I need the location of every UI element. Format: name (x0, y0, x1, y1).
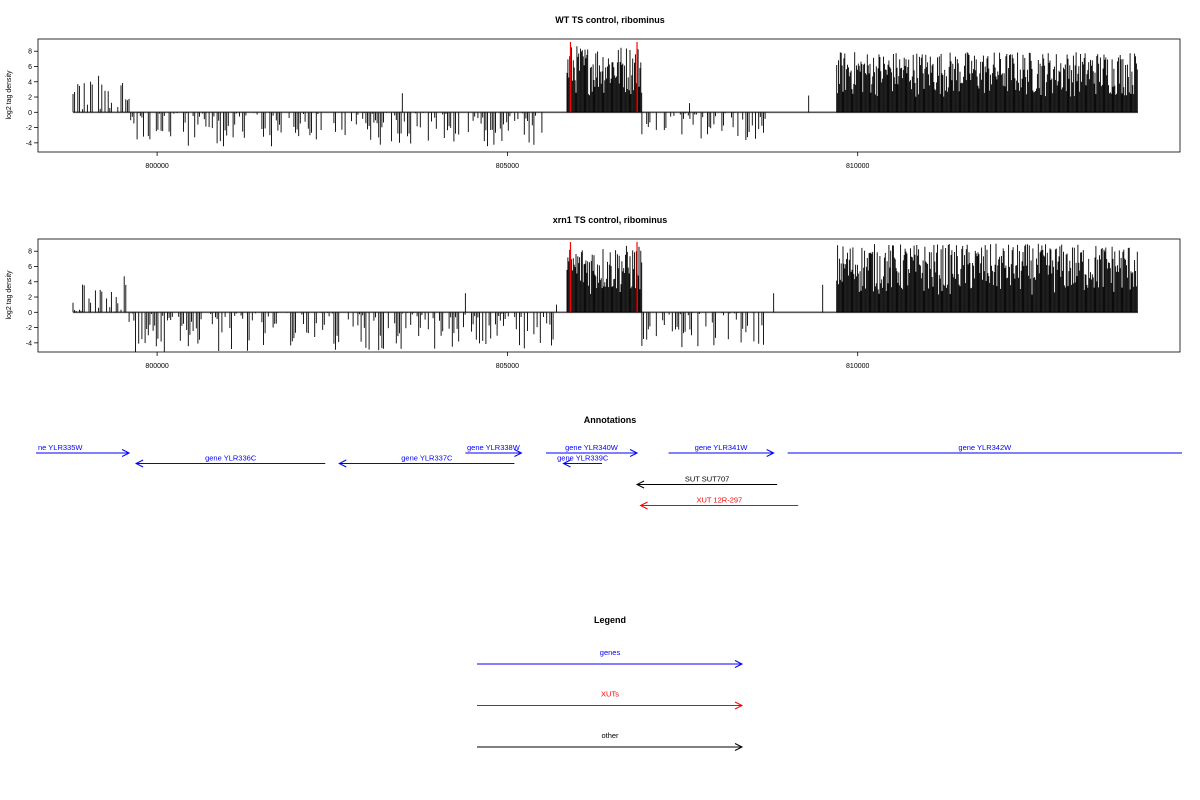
y-tick-label: 6 (28, 64, 32, 71)
y-tick-label: 4 (28, 279, 32, 286)
x-tick-label: 810000 (846, 363, 869, 370)
annotations-track: Annotations ne YLR335W gene YLR336C gene Y… (36, 415, 1182, 510)
feature-label: SUT SUT707 (685, 475, 729, 484)
legend-arrowhead (734, 701, 744, 710)
boundary-markers (569, 42, 638, 113)
feature-label: gene YLR338W (467, 443, 521, 452)
y-tick-label: -2 (26, 325, 32, 332)
arrowhead (629, 449, 639, 457)
boundary-markers (569, 242, 638, 313)
arrowhead (562, 459, 571, 468)
legend-arrowhead (734, 743, 744, 751)
y-tick-label: 6 (28, 264, 32, 271)
y-tick-label: -4 (26, 140, 32, 147)
density-bars (72, 243, 1138, 352)
y-tick-label: 0 (28, 110, 32, 117)
plot-frame (37, 38, 1181, 153)
y-tick-label: 2 (28, 295, 32, 302)
feature-label: gene YLR342W (958, 443, 1012, 452)
x-tick-label: 805000 (496, 363, 519, 370)
legend: Legend genes XUTs other (477, 615, 744, 751)
arrowhead (639, 501, 648, 510)
legend-title: Legend (594, 615, 626, 625)
x-tick-label: 805000 (496, 163, 519, 170)
arrowhead (134, 459, 144, 468)
feature-label: ne YLR335W (38, 443, 83, 452)
y-tick-label: 8 (28, 249, 32, 256)
annotations-title: Annotations (584, 415, 637, 425)
panel-title: WT TS control, ribominus (555, 15, 665, 25)
legend-label: genes (600, 648, 621, 657)
x-tick-label: 800000 (145, 363, 168, 370)
arrowhead (338, 459, 347, 468)
y-tick-label: 2 (28, 95, 32, 102)
density-bars (72, 46, 1138, 147)
x-tick-label: 810000 (846, 163, 869, 170)
panel-title: xrn1 TS control, ribominus (553, 215, 668, 225)
feature-label: XUT 12R-297 (696, 496, 742, 505)
wt-density-panel: WT TS control, ribominus log2 tag densit… (6, 15, 1181, 170)
feature-arrows: ne YLR335W gene YLR336C gene YLR337C gene Y… (36, 443, 1182, 510)
arrowhead (635, 480, 645, 489)
y-tick-label: 0 (28, 310, 32, 317)
legend-label: other (601, 731, 619, 740)
axes: -4 -2 0 2 4 6 8 800000 805000 810000 (26, 249, 870, 370)
y-tick-label: -2 (26, 125, 32, 132)
y-tick-label: 8 (28, 49, 32, 56)
legend-arrowhead (734, 660, 744, 668)
feature-label: gene YLR337C (401, 454, 453, 463)
feature-label: gene YLR340W (565, 443, 619, 452)
axes: -4 -2 0 2 4 6 8 800000 805000 810000 (26, 49, 870, 170)
arrowhead (121, 449, 131, 457)
x-tick-label: 800000 (145, 163, 168, 170)
legend-items: genes XUTs other (477, 648, 744, 751)
y-axis-label: log2 tag density (6, 270, 13, 320)
y-tick-label: 4 (28, 79, 32, 86)
y-axis-label: log2 tag density (6, 70, 13, 120)
feature-label: gene YLR341W (695, 443, 749, 452)
xrn1-density-panel: xrn1 TS control, ribominus log2 tag dens… (6, 215, 1181, 370)
feature-label: gene YLR336C (205, 454, 257, 463)
feature-label: gene YLR339C (557, 454, 609, 463)
arrowhead (514, 449, 523, 457)
y-tick-label: -4 (26, 340, 32, 347)
arrowhead (766, 449, 775, 457)
legend-label: XUTs (601, 690, 619, 699)
plot-frame (37, 238, 1181, 353)
